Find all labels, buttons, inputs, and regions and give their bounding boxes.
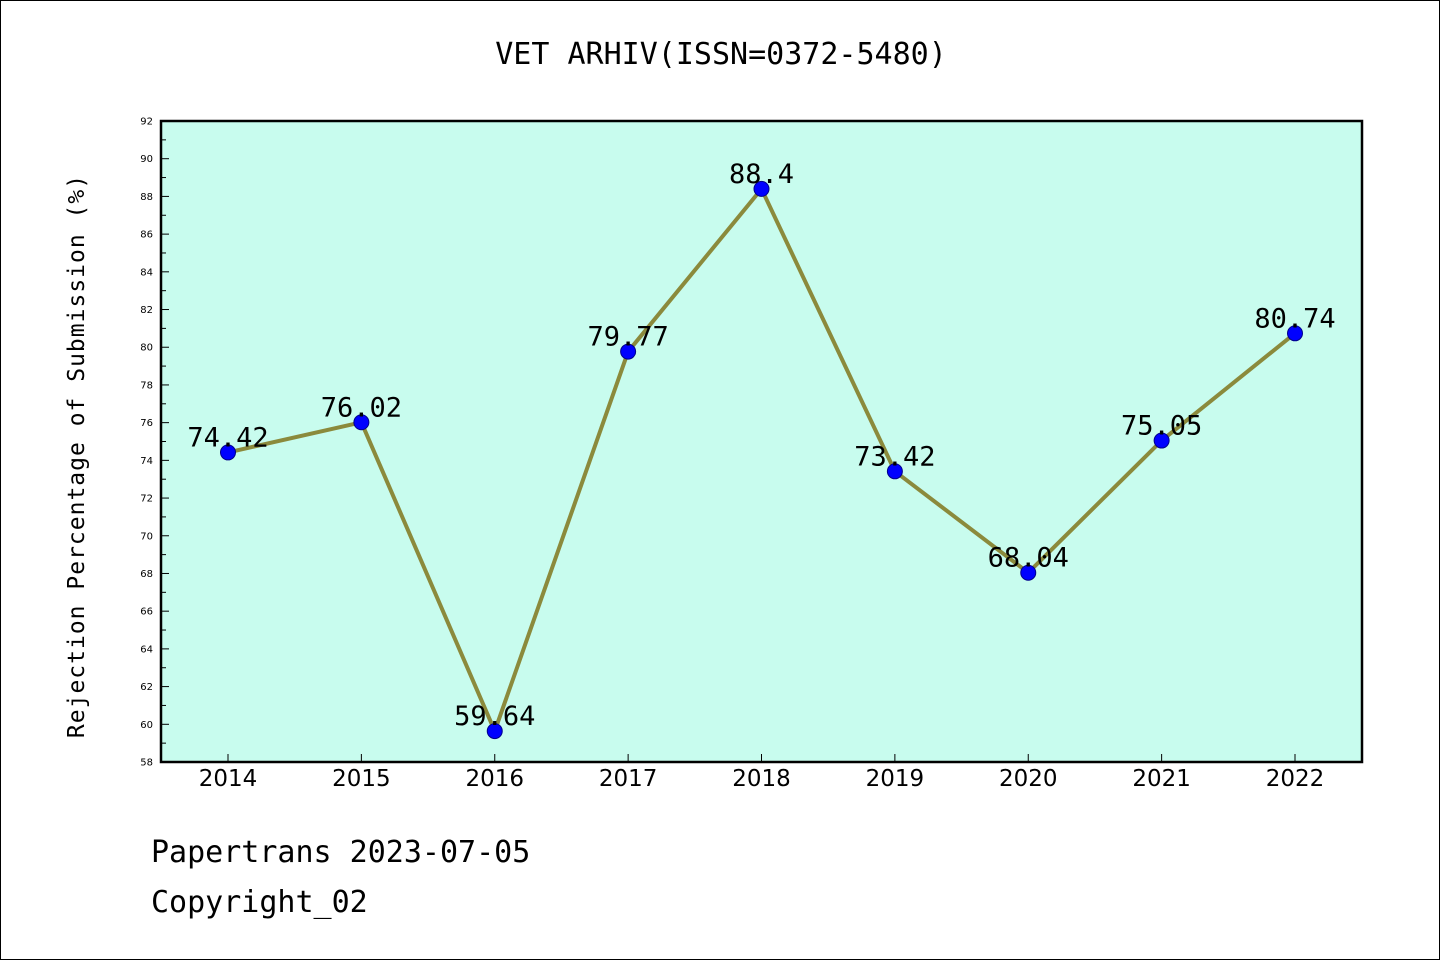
data-point — [886, 463, 903, 480]
x-tick-label: 2020 — [999, 766, 1058, 792]
y-tick-label: 62 — [140, 682, 153, 693]
y-tick-label: 86 — [140, 230, 153, 241]
data-label: 75.05 — [1121, 411, 1202, 442]
y-tick-label: 92 — [140, 117, 153, 128]
data-label: 74.42 — [187, 422, 268, 453]
y-tick-label: 90 — [140, 154, 153, 165]
x-tick-label: 2017 — [599, 766, 658, 792]
y-axis-ticks: 58 60 62 64 66 68 70 72 74 76 78 80 82 84 86 88 90 92 — [140, 117, 169, 769]
y-tick-label: 60 — [140, 720, 153, 731]
y-tick-label: 80 — [140, 343, 153, 354]
y-tick-label: 74 — [140, 456, 153, 467]
x-tick-label: 2022 — [1266, 766, 1325, 792]
x-tick-label: 2018 — [732, 766, 791, 792]
y-tick-label: 72 — [140, 494, 153, 505]
x-tick-label: 2021 — [1132, 766, 1191, 792]
data-point — [753, 180, 770, 197]
footer-copyright: Copyright_02 — [151, 885, 368, 920]
data-label: 80.74 — [1254, 303, 1335, 334]
data-point — [486, 723, 503, 740]
y-tick-label: 64 — [140, 644, 153, 655]
data-label: 68.04 — [988, 543, 1069, 574]
data-point — [353, 414, 370, 431]
x-tick-label: 2016 — [465, 766, 524, 792]
y-tick-label: 78 — [140, 380, 153, 391]
data-label: 73.42 — [854, 441, 935, 472]
data-label: 76.02 — [321, 392, 402, 423]
x-tick-label: 2014 — [199, 766, 258, 792]
x-tick-label: 2015 — [332, 766, 391, 792]
chart-title: VET ARHIV(ISSN=0372-5480) — [495, 37, 947, 72]
x-axis-ticks: 2014 2015 2016 2017 2018 2019 2020 2021 2022 — [199, 754, 1325, 792]
data-point — [220, 444, 236, 461]
y-tick-label: 84 — [140, 267, 153, 278]
y-tick-label: 88 — [140, 192, 153, 203]
y-tick-label: 66 — [140, 607, 153, 618]
data-point — [620, 343, 637, 360]
y-tick-label: 82 — [140, 305, 153, 316]
data-label: 88.4 — [729, 159, 794, 190]
y-tick-label: 70 — [140, 531, 153, 542]
data-label: 79.77 — [587, 322, 668, 353]
data-point — [1153, 432, 1170, 449]
footer-date: Papertrans 2023-07-05 — [151, 835, 531, 870]
y-tick-label: 58 — [140, 758, 153, 769]
x-tick-label: 2019 — [866, 766, 925, 792]
y-tick-label: 68 — [140, 569, 153, 580]
data-point — [1020, 564, 1037, 581]
data-labels-group: 74.42 76.02 59.64 79.77 88.4 73.42 68.04 75.05 8… — [187, 159, 1335, 732]
y-tick-label: 76 — [140, 418, 153, 429]
data-point — [1287, 325, 1303, 342]
series-points-group — [220, 180, 1303, 740]
data-label: 59.64 — [454, 701, 535, 732]
